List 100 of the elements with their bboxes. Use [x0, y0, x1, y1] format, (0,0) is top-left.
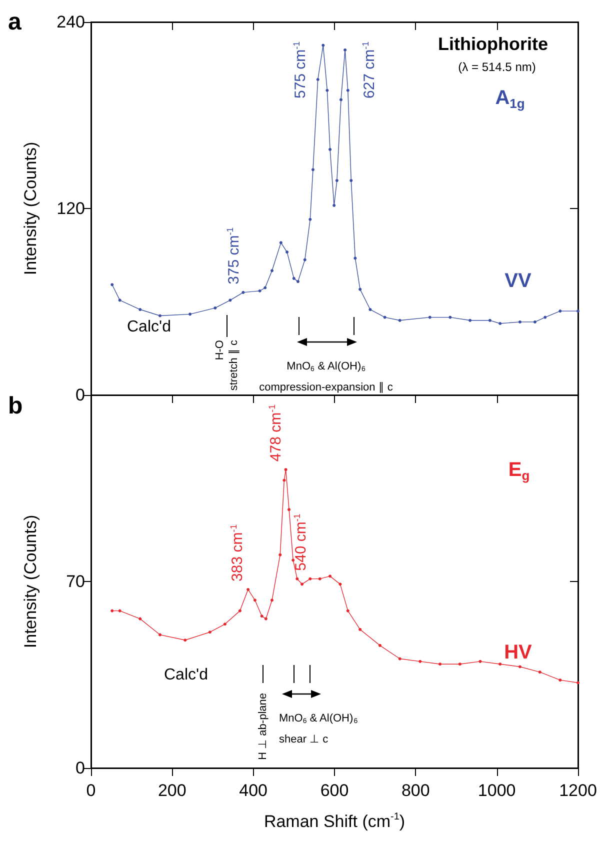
x-tick-label: 400 [239, 781, 268, 800]
point [576, 681, 580, 684]
point [264, 286, 267, 290]
point [270, 598, 274, 602]
point [538, 670, 542, 674]
point [368, 308, 372, 312]
annotation: Calc'd [127, 318, 171, 336]
y-axis-title: Intensity (Counts) [21, 514, 40, 648]
point [438, 662, 442, 666]
annotation: Calc'd [164, 666, 208, 684]
point [338, 582, 342, 586]
point [398, 318, 402, 322]
point [318, 577, 322, 580]
x-tick-label: 1000 [478, 781, 516, 800]
point [253, 598, 256, 602]
point [328, 574, 332, 578]
point [282, 478, 286, 482]
point [533, 320, 536, 324]
point [260, 614, 264, 618]
point [311, 168, 314, 172]
point [498, 322, 502, 326]
x-tick-label: 800 [401, 781, 430, 800]
point [238, 609, 242, 612]
point [110, 283, 114, 286]
annotation: 383 cm-1 [228, 524, 246, 582]
point [346, 609, 350, 612]
point [468, 318, 472, 322]
point [383, 316, 386, 319]
annotation: H ⊥ ab-plane [257, 693, 269, 760]
point [344, 48, 347, 52]
point [544, 316, 547, 319]
point [286, 250, 289, 254]
point [558, 678, 562, 682]
point [339, 98, 342, 102]
series-label: HV [504, 642, 533, 664]
point [335, 179, 338, 182]
y-tick-label: 70 [66, 572, 85, 591]
point [264, 617, 268, 620]
point [358, 288, 362, 291]
point [346, 88, 350, 92]
annotation: 575 cm-1 [291, 41, 309, 99]
y-tick-label: 240 [56, 12, 85, 32]
y-axis-title: Intensity (Counts) [21, 142, 40, 276]
point [270, 269, 274, 272]
point [576, 310, 580, 313]
point [358, 628, 362, 631]
point [378, 644, 382, 647]
point [292, 558, 295, 562]
annotation: 375 cm-1 [225, 227, 243, 284]
text: b [8, 392, 23, 420]
point [428, 316, 432, 319]
point [292, 276, 296, 280]
point [258, 289, 262, 292]
point [278, 553, 282, 556]
point [498, 662, 502, 666]
series-label: VV [504, 270, 532, 292]
point [118, 298, 122, 302]
point [118, 609, 122, 612]
point [518, 320, 522, 324]
point [478, 660, 482, 663]
x-tick-label: 600 [320, 781, 349, 800]
point [488, 318, 492, 322]
x-tick-label: 1200 [559, 781, 597, 800]
point [288, 508, 291, 512]
point [518, 665, 522, 668]
point [350, 179, 353, 182]
x-tick-label: 200 [158, 781, 186, 800]
point [296, 577, 299, 580]
point [354, 256, 357, 260]
point [328, 148, 332, 151]
point [242, 290, 245, 294]
point [558, 310, 562, 313]
point [279, 241, 282, 244]
point [458, 662, 462, 666]
annotation: 478 cm-1 [266, 404, 284, 462]
point [188, 312, 192, 316]
point [316, 78, 320, 82]
point [322, 44, 325, 47]
text: Lithiophorite [438, 34, 548, 54]
point [448, 316, 452, 319]
point [208, 630, 212, 634]
annotation: 627 cm-1 [360, 41, 378, 99]
point [303, 258, 306, 262]
point [223, 622, 226, 626]
y-tick-label: 0 [76, 386, 85, 404]
point [110, 609, 114, 612]
point [296, 280, 300, 284]
point [284, 468, 288, 472]
point [158, 633, 162, 636]
point [418, 660, 422, 663]
point [228, 298, 232, 302]
point [214, 306, 217, 310]
point [332, 204, 336, 207]
annotation: 540 cm-1 [292, 514, 310, 571]
text: (λ = 514.5 nm) [458, 60, 536, 74]
point [158, 314, 162, 318]
point [138, 308, 142, 312]
point [308, 218, 312, 221]
annotation: H-O stretch ∥ c [214, 340, 240, 391]
text: a [8, 8, 22, 36]
